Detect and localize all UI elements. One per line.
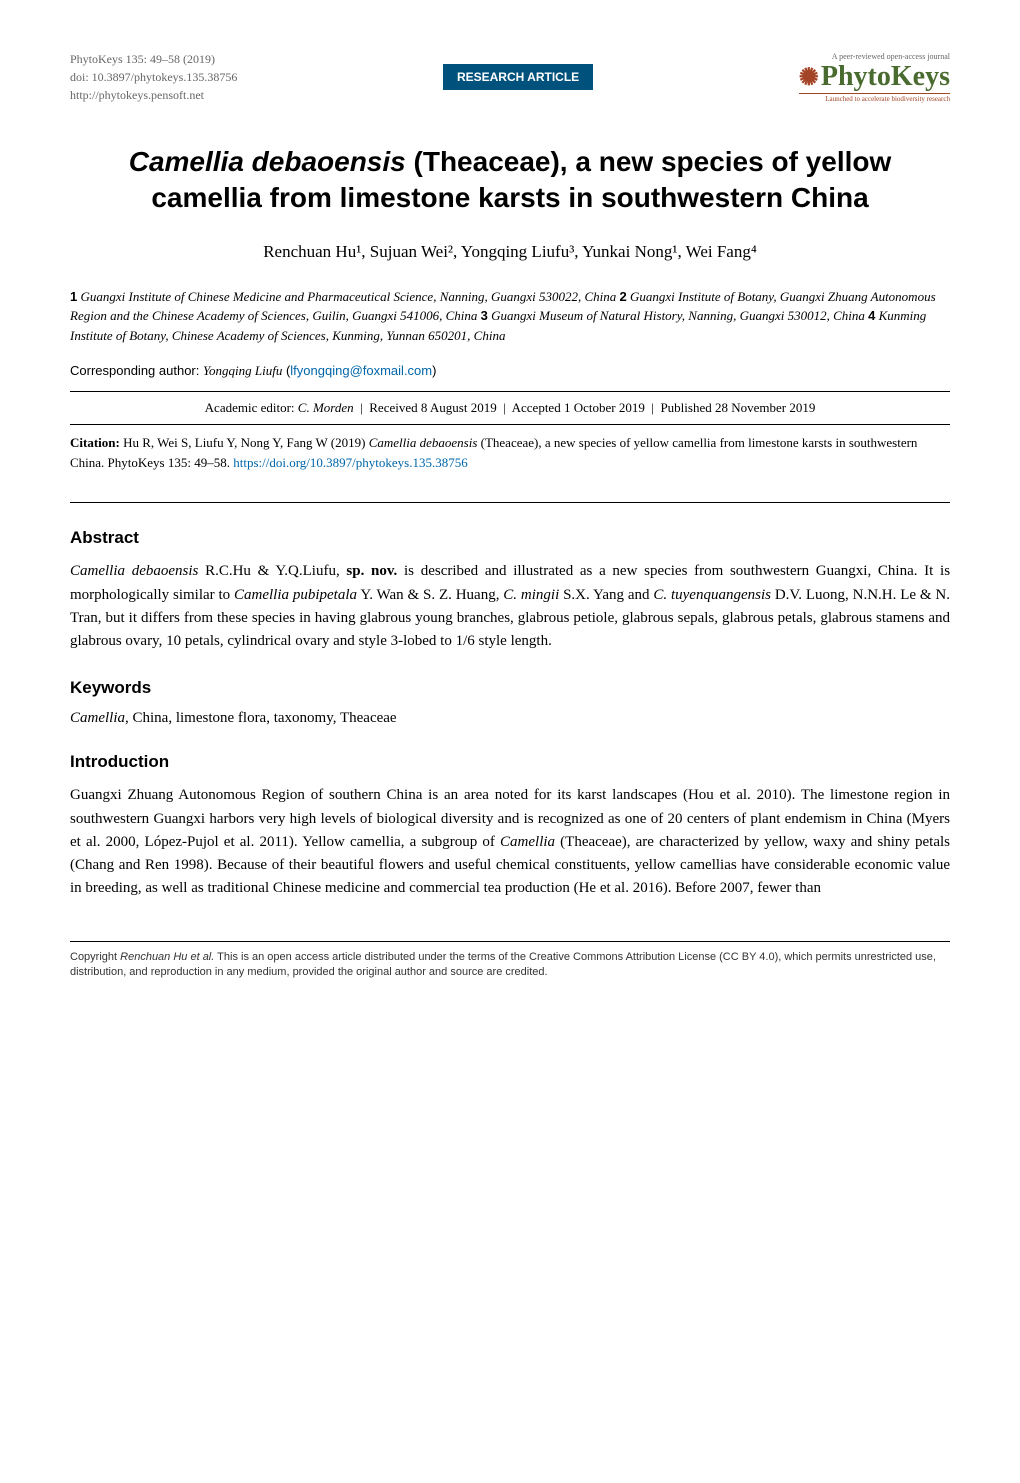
aff-num-3: 3 <box>481 308 488 323</box>
abstract-seg-a: R.C.Hu & Y.Q.Liufu, <box>205 563 346 579</box>
editorial-info: Academic editor: C. Morden | Received 8 … <box>70 400 950 416</box>
journal-name-text: PhytoKeys <box>821 61 950 92</box>
article-title: Camellia debaoensis (Theaceae), a new sp… <box>70 144 950 217</box>
abstract-heading: Abstract <box>70 528 950 548</box>
abstract-seg-d: S.X. Yang and <box>563 587 653 603</box>
copyright-footer: Copyright Renchuan Hu et al. This is an … <box>70 941 950 981</box>
intro-italic-1: Camellia <box>500 834 555 850</box>
introduction-p1: Guangxi Zhuang Autonomous Region of sout… <box>70 784 950 900</box>
keywords-text: Camellia, China, limestone flora, taxono… <box>70 710 950 727</box>
divider-1 <box>70 391 950 392</box>
abstract-text: Camellia debaoensis R.C.Hu & Y.Q.Liufu, … <box>70 560 950 653</box>
citation-block: Citation: Hu R, Wei S, Liufu Y, Nong Y, … <box>70 433 950 472</box>
authors-list: Renchuan Hu¹, Sujuan Wei², Yongqing Liuf… <box>70 242 950 262</box>
introduction-heading: Introduction <box>70 752 950 772</box>
research-badge: RESEARCH ARTICLE <box>443 64 593 90</box>
aff-num-1: 1 <box>70 289 77 304</box>
editor-name: C. Morden <box>298 400 354 415</box>
editor-label: Academic editor: <box>205 400 295 415</box>
corresponding-email[interactable]: lfyongqing@foxmail.com <box>290 363 432 378</box>
journal-logo: A peer-reviewed open-access journal ✺Phy… <box>799 52 950 103</box>
citation-pre: Hu R, Wei S, Liufu Y, Nong Y, Fang W (20… <box>123 435 369 450</box>
corresponding-label: Corresponding author: <box>70 363 199 378</box>
aff-num-4: 4 <box>868 308 875 323</box>
title-species-italic: Camellia debaoensis <box>129 146 406 177</box>
abstract-species-3: C. mingii <box>503 587 559 603</box>
aff-num-2: 2 <box>620 289 627 304</box>
abstract-species-1: Camellia debaoensis <box>70 563 198 579</box>
website-url[interactable]: http://phytokeys.pensoft.net <box>70 86 237 104</box>
open-access-label: A peer-reviewed open-access journal <box>799 52 950 61</box>
citation-doi[interactable]: https://doi.org/10.3897/phytokeys.135.38… <box>233 455 468 470</box>
citation-species: Camellia debaoensis <box>369 435 478 450</box>
affiliations-block: 1 Guangxi Institute of Chinese Medicine … <box>70 287 950 346</box>
journal-tagline: Launched to accelerate biodiversity rese… <box>799 93 950 103</box>
keywords-rest: , China, limestone flora, taxonomy, Thea… <box>125 710 397 726</box>
sp-nov: sp. nov. <box>346 563 397 579</box>
abstract-species-2: Camellia pubipetala <box>234 587 357 603</box>
header-meta: PhytoKeys 135: 49–58 (2019) doi: 10.3897… <box>70 50 237 104</box>
keywords-italic: Camellia <box>70 710 125 726</box>
journal-name: ✺PhytoKeys <box>799 63 950 91</box>
accepted-date: Accepted 1 October 2019 <box>512 400 645 415</box>
aff-text-1: Guangxi Institute of Chinese Medicine an… <box>80 289 616 304</box>
corresponding-author: Corresponding author: Yongqing Liufu (lf… <box>70 363 950 379</box>
citation-label: Citation: <box>70 435 120 450</box>
header-row: PhytoKeys 135: 49–58 (2019) doi: 10.3897… <box>70 50 950 104</box>
abstract-species-4: C. tuyenquangensis <box>653 587 771 603</box>
divider-2 <box>70 424 950 425</box>
abstract-seg-c: Y. Wan & S. Z. Huang, <box>360 587 503 603</box>
journal-ref: PhytoKeys 135: 49–58 (2019) <box>70 50 237 68</box>
leaf-icon: ✺ <box>799 65 819 91</box>
copyright-holder: Renchuan Hu et al. <box>120 951 214 963</box>
corresponding-name: Yongqing Liufu <box>203 363 282 378</box>
aff-text-3: Guangxi Museum of Natural History, Nanni… <box>491 308 865 323</box>
divider-3 <box>70 502 950 503</box>
published-date: Published 28 November 2019 <box>660 400 815 415</box>
copyright-label: Copyright <box>70 951 117 963</box>
doi-line: doi: 10.3897/phytokeys.135.38756 <box>70 68 237 86</box>
received-date: Received 8 August 2019 <box>369 400 496 415</box>
keywords-heading: Keywords <box>70 678 950 698</box>
